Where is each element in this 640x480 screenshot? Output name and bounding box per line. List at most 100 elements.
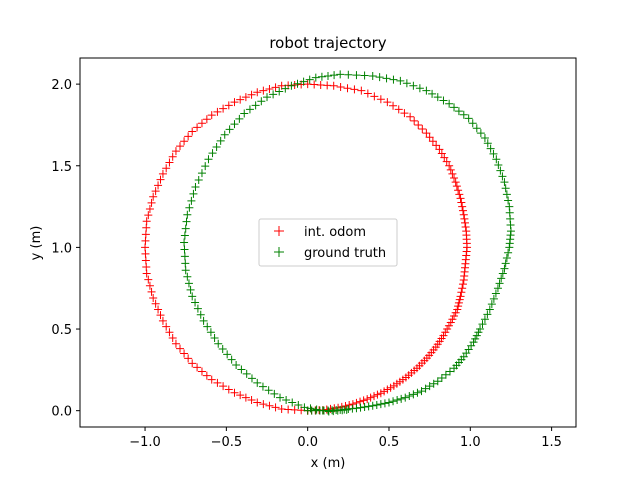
data-point [269, 90, 278, 99]
data-point [425, 133, 434, 142]
data-point [253, 378, 262, 387]
data-point [418, 125, 427, 134]
data-point [162, 164, 171, 173]
data-point [441, 328, 450, 337]
data-point [406, 112, 415, 121]
data-point [502, 254, 511, 263]
data-point [458, 280, 467, 289]
y-tick-label: 0.0 [51, 405, 72, 420]
x-tick-label: −0.5 [211, 435, 243, 450]
data-point [451, 308, 460, 317]
data-point [375, 73, 384, 82]
data-point [242, 369, 251, 378]
data-point [227, 355, 236, 364]
data-point [253, 88, 262, 97]
data-point [213, 107, 222, 116]
data-point [253, 398, 262, 407]
data-point [359, 396, 368, 405]
data-point [196, 310, 205, 319]
data-point [264, 386, 273, 395]
data-point [500, 178, 509, 187]
data-point [443, 325, 452, 334]
data-point [429, 379, 438, 388]
data-point [247, 90, 256, 99]
data-point [485, 305, 494, 314]
data-point [433, 93, 442, 102]
data-point [240, 109, 249, 118]
data-point [471, 334, 480, 343]
data-point [181, 266, 190, 275]
data-point [176, 142, 185, 151]
data-point [464, 114, 473, 123]
data-point [370, 392, 379, 401]
data-point [415, 84, 424, 93]
data-point [478, 320, 487, 329]
data-point [184, 279, 193, 288]
data-point [288, 398, 297, 407]
data-point [383, 385, 392, 394]
data-point [389, 101, 398, 110]
data-point [165, 158, 174, 167]
data-point [343, 84, 352, 93]
x-tick-label: 0.0 [297, 435, 318, 450]
y-tick-label: 1.0 [51, 241, 72, 256]
data-point [357, 86, 366, 95]
data-point [259, 400, 268, 409]
data-point [324, 71, 332, 80]
data-point [317, 72, 326, 81]
data-point [496, 166, 505, 175]
legend-marker-ground-truth [274, 247, 284, 257]
data-point [441, 370, 450, 379]
data-point [405, 391, 414, 400]
x-axis-label: x (m) [311, 456, 346, 471]
x-tick-label: −1.0 [129, 435, 161, 450]
data-point [330, 71, 339, 80]
data-point [276, 393, 285, 402]
data-point [344, 70, 353, 79]
data-point [171, 147, 180, 156]
data-point [450, 174, 459, 183]
data-point [189, 189, 198, 198]
data-point [230, 120, 239, 129]
data-point [360, 402, 369, 411]
data-point [452, 182, 461, 191]
data-point [501, 259, 510, 268]
data-point [213, 378, 222, 387]
data-point [245, 105, 254, 114]
data-point [185, 203, 194, 212]
data-point [386, 383, 395, 392]
data-point [345, 401, 354, 410]
data-point [197, 169, 206, 178]
data-point [446, 165, 455, 174]
data-point [502, 190, 511, 199]
data-point [193, 363, 202, 372]
data-point [455, 295, 464, 304]
data-point [247, 374, 256, 383]
data-point [208, 149, 217, 158]
data-point [180, 238, 189, 247]
data-point [306, 404, 315, 413]
data-point [149, 294, 158, 303]
data-point [144, 211, 153, 220]
data-point [448, 169, 457, 178]
data-point [188, 359, 197, 368]
data-point [372, 400, 381, 409]
data-point [193, 304, 202, 313]
data-point [180, 231, 189, 240]
data-point [184, 354, 193, 363]
data-point [380, 387, 389, 396]
data-point [180, 252, 189, 261]
data-point [483, 310, 492, 319]
data-point [232, 360, 241, 369]
data-point [224, 101, 233, 110]
data-point [202, 115, 211, 124]
data-point [336, 82, 345, 91]
data-point [235, 114, 244, 123]
data-point [394, 105, 403, 114]
data-point [158, 169, 167, 178]
data-point [456, 292, 465, 301]
data-point [422, 86, 431, 95]
data-point [445, 99, 454, 108]
data-point [454, 298, 463, 307]
data-point [156, 175, 165, 184]
